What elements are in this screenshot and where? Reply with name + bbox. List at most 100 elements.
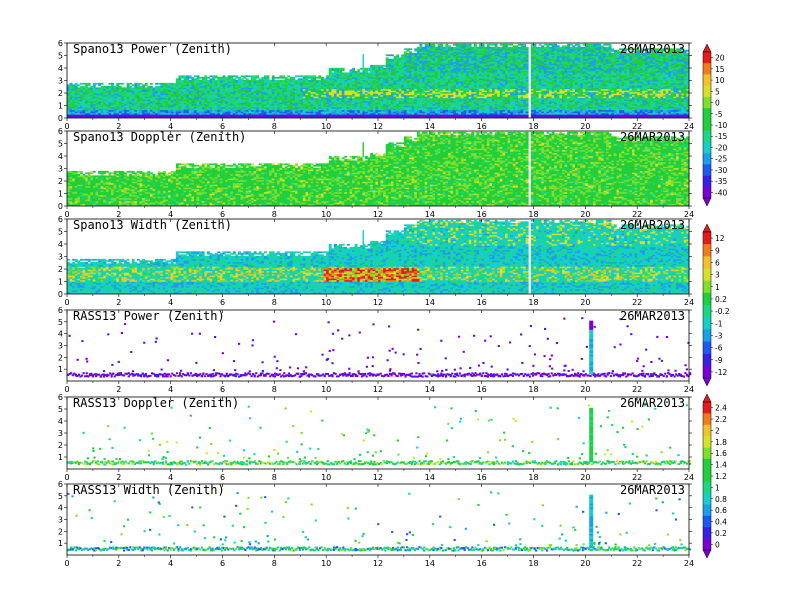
cell: [230, 78, 234, 81]
cell: [178, 91, 182, 94]
cell: [279, 105, 283, 108]
cell: [336, 75, 340, 78]
cell: [318, 79, 322, 82]
cell: [214, 81, 218, 84]
cell: [359, 94, 363, 97]
cell: [318, 115, 322, 118]
cell: [370, 90, 374, 93]
cell: [222, 109, 226, 112]
cell: [79, 112, 83, 115]
cell: [385, 57, 389, 60]
cell: [149, 105, 153, 108]
cell: [305, 103, 309, 106]
cell: [124, 100, 127, 103]
cell: [209, 75, 213, 78]
cell: [212, 93, 216, 96]
cell: [253, 75, 257, 78]
cell: [328, 73, 332, 76]
cell: [214, 87, 218, 90]
cell: [331, 106, 335, 109]
cell: [326, 88, 330, 91]
cell: [243, 114, 247, 117]
cell: [235, 82, 239, 85]
cell: [271, 78, 275, 81]
cell: [261, 106, 265, 109]
cell: [261, 78, 265, 81]
cell: [287, 103, 291, 106]
cell: [370, 100, 374, 103]
cell: [289, 103, 293, 106]
cell: [131, 108, 135, 111]
cell: [186, 75, 190, 78]
cell: [92, 100, 96, 103]
cell: [240, 103, 244, 106]
cell: [77, 88, 81, 91]
cell: [282, 76, 285, 79]
cell: [111, 93, 114, 96]
cell: [390, 54, 394, 57]
cell: [274, 82, 278, 85]
cell: [126, 87, 130, 90]
cell: [193, 112, 197, 115]
cell: [214, 76, 218, 79]
cell: [292, 111, 296, 114]
cell: [206, 100, 210, 103]
cell: [232, 115, 236, 118]
cell: [134, 99, 138, 102]
cell: [450, 46, 454, 49]
cell: [79, 90, 83, 93]
cell: [354, 93, 358, 96]
cell: [193, 115, 197, 118]
cell: [136, 106, 140, 109]
cell: [357, 99, 361, 102]
cell: [136, 94, 140, 97]
cell: [77, 109, 81, 112]
cell: [354, 73, 358, 76]
cell: [320, 87, 324, 90]
cell: [178, 100, 182, 103]
cell: [305, 94, 309, 97]
cell: [331, 109, 335, 112]
cell: [248, 106, 252, 109]
cell: [183, 102, 187, 105]
cell: [98, 114, 101, 117]
cell: [308, 88, 311, 91]
cell: [219, 115, 223, 118]
cell: [320, 79, 324, 82]
cell: [287, 105, 291, 108]
cell: [279, 111, 283, 114]
cell: [362, 93, 366, 96]
cell: [113, 108, 117, 111]
cell: [147, 97, 151, 100]
cell: [336, 109, 340, 112]
cell: [341, 103, 345, 106]
cell: [352, 81, 355, 84]
cell: [232, 109, 236, 112]
cell: [134, 97, 138, 100]
cell: [276, 100, 280, 103]
cell: [186, 99, 190, 102]
cell: [370, 106, 374, 109]
cell: [170, 112, 174, 115]
cell: [326, 90, 330, 93]
cell: [336, 106, 340, 109]
cell: [336, 87, 340, 90]
cell: [266, 76, 270, 79]
cell: [313, 90, 317, 93]
cell: [157, 94, 161, 97]
cell: [346, 94, 350, 97]
cell: [292, 76, 296, 79]
cell: [359, 91, 363, 94]
cell: [256, 112, 260, 115]
cell: [199, 93, 203, 96]
cell: [196, 79, 200, 82]
cell: [212, 81, 216, 84]
cell: [69, 108, 73, 111]
cell: [354, 94, 358, 97]
cell: [380, 84, 384, 87]
cell: [458, 43, 462, 46]
cell: [289, 93, 293, 96]
cell: [336, 79, 340, 82]
cell: [126, 88, 130, 91]
cell: [188, 115, 192, 118]
